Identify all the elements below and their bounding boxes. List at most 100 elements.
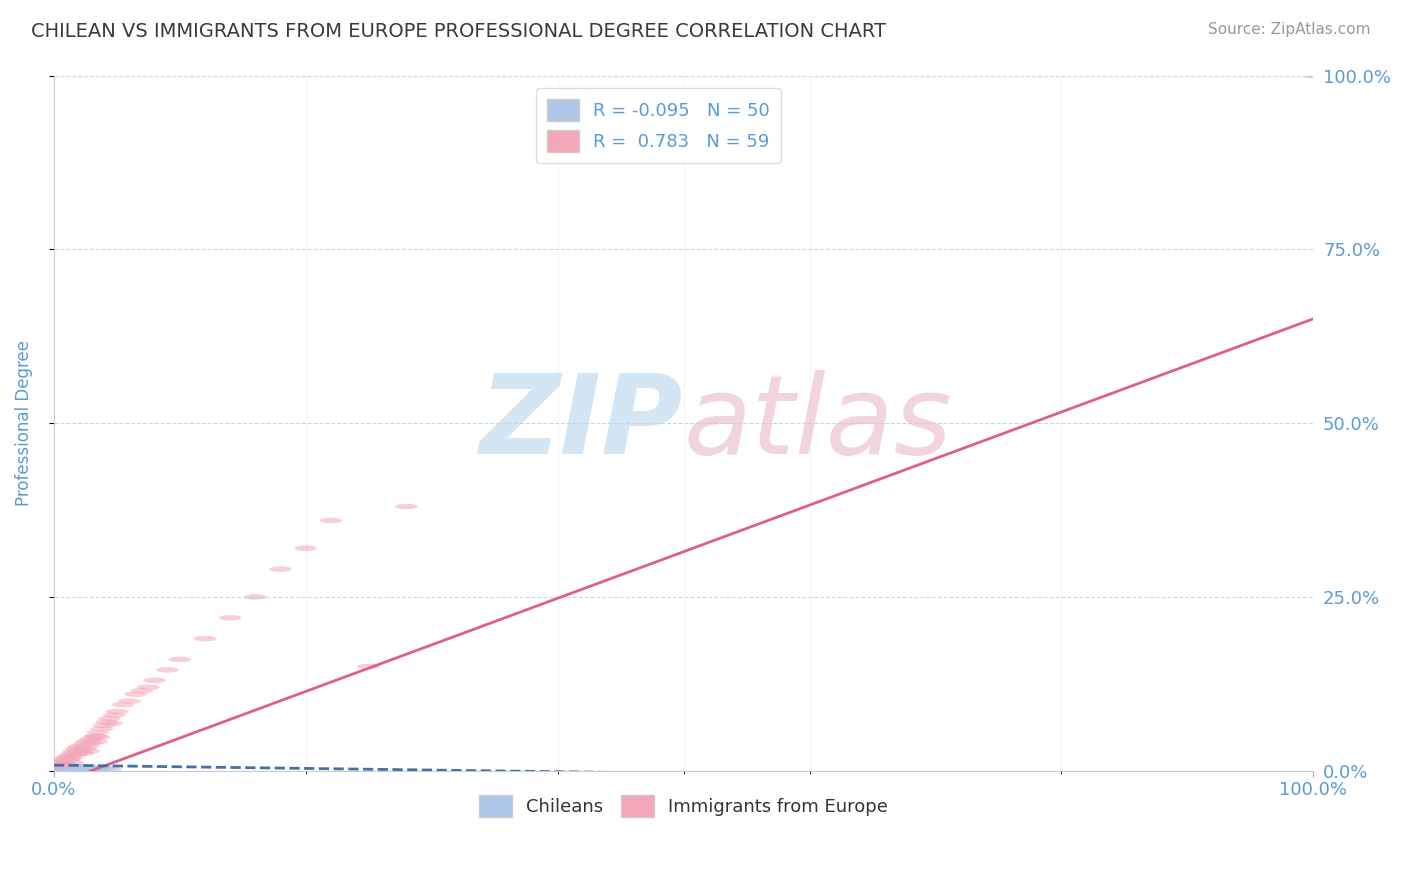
- Ellipse shape: [111, 702, 135, 707]
- Ellipse shape: [143, 678, 166, 683]
- Ellipse shape: [58, 763, 80, 769]
- Ellipse shape: [58, 756, 80, 763]
- Ellipse shape: [67, 764, 90, 769]
- Ellipse shape: [48, 764, 70, 770]
- Ellipse shape: [46, 766, 69, 772]
- Ellipse shape: [49, 760, 72, 765]
- Ellipse shape: [79, 737, 101, 742]
- Ellipse shape: [51, 767, 73, 772]
- Ellipse shape: [103, 713, 125, 718]
- Ellipse shape: [136, 684, 160, 690]
- Ellipse shape: [83, 765, 105, 771]
- Ellipse shape: [90, 726, 112, 731]
- Ellipse shape: [46, 763, 69, 769]
- Ellipse shape: [60, 756, 83, 761]
- Ellipse shape: [86, 739, 108, 744]
- Ellipse shape: [87, 734, 111, 740]
- Ellipse shape: [105, 709, 128, 714]
- Ellipse shape: [70, 765, 93, 771]
- Ellipse shape: [69, 766, 91, 772]
- Ellipse shape: [51, 761, 73, 766]
- Ellipse shape: [53, 756, 76, 761]
- Ellipse shape: [87, 730, 110, 735]
- Legend: Chileans, Immigrants from Europe: Chileans, Immigrants from Europe: [472, 788, 896, 824]
- Text: atlas: atlas: [683, 369, 952, 476]
- Ellipse shape: [48, 767, 70, 772]
- Ellipse shape: [245, 594, 267, 599]
- Ellipse shape: [66, 766, 89, 772]
- Ellipse shape: [45, 764, 67, 769]
- Ellipse shape: [357, 664, 380, 669]
- Ellipse shape: [52, 762, 76, 767]
- Ellipse shape: [63, 763, 86, 769]
- Ellipse shape: [59, 753, 82, 758]
- Ellipse shape: [80, 740, 103, 746]
- Ellipse shape: [65, 764, 87, 770]
- Ellipse shape: [51, 765, 73, 771]
- Ellipse shape: [49, 766, 72, 772]
- Ellipse shape: [169, 657, 191, 662]
- Ellipse shape: [100, 721, 124, 726]
- Ellipse shape: [45, 766, 67, 772]
- Ellipse shape: [73, 766, 96, 772]
- Ellipse shape: [96, 719, 118, 725]
- Ellipse shape: [49, 766, 72, 772]
- Ellipse shape: [1302, 73, 1324, 78]
- Ellipse shape: [62, 764, 84, 769]
- Ellipse shape: [51, 766, 75, 772]
- Ellipse shape: [319, 517, 342, 524]
- Ellipse shape: [156, 667, 179, 673]
- Ellipse shape: [69, 748, 91, 754]
- Ellipse shape: [62, 766, 84, 772]
- Ellipse shape: [60, 764, 83, 770]
- Y-axis label: Professional Degree: Professional Degree: [15, 340, 32, 506]
- Ellipse shape: [93, 723, 115, 728]
- Ellipse shape: [51, 763, 73, 769]
- Ellipse shape: [62, 760, 84, 765]
- Ellipse shape: [90, 766, 112, 772]
- Ellipse shape: [77, 748, 100, 754]
- Ellipse shape: [66, 750, 89, 756]
- Ellipse shape: [55, 758, 77, 764]
- Ellipse shape: [76, 744, 100, 749]
- Ellipse shape: [56, 764, 79, 769]
- Ellipse shape: [58, 765, 80, 771]
- Ellipse shape: [63, 765, 87, 771]
- Ellipse shape: [75, 764, 97, 769]
- Ellipse shape: [63, 748, 86, 754]
- Ellipse shape: [67, 744, 90, 749]
- Ellipse shape: [131, 688, 153, 693]
- Ellipse shape: [51, 757, 75, 763]
- Ellipse shape: [76, 739, 98, 744]
- Ellipse shape: [48, 764, 70, 769]
- Ellipse shape: [87, 766, 110, 772]
- Text: CHILEAN VS IMMIGRANTS FROM EUROPE PROFESSIONAL DEGREE CORRELATION CHART: CHILEAN VS IMMIGRANTS FROM EUROPE PROFES…: [31, 22, 886, 41]
- Ellipse shape: [56, 766, 79, 772]
- Ellipse shape: [124, 691, 148, 697]
- Text: Source: ZipAtlas.com: Source: ZipAtlas.com: [1208, 22, 1371, 37]
- Ellipse shape: [76, 765, 100, 771]
- Ellipse shape: [77, 764, 100, 770]
- Ellipse shape: [49, 764, 72, 769]
- Ellipse shape: [83, 734, 105, 740]
- Ellipse shape: [65, 746, 87, 751]
- Ellipse shape: [56, 754, 79, 760]
- Ellipse shape: [45, 763, 67, 768]
- Ellipse shape: [100, 766, 122, 772]
- Ellipse shape: [55, 766, 77, 772]
- Ellipse shape: [52, 766, 76, 772]
- Ellipse shape: [395, 504, 418, 509]
- Ellipse shape: [55, 764, 77, 770]
- Ellipse shape: [51, 764, 75, 770]
- Ellipse shape: [70, 747, 93, 753]
- Ellipse shape: [52, 764, 76, 769]
- Text: ZIP: ZIP: [479, 369, 683, 476]
- Ellipse shape: [84, 733, 107, 739]
- Ellipse shape: [44, 765, 66, 771]
- Ellipse shape: [75, 746, 97, 751]
- Ellipse shape: [62, 750, 84, 756]
- Ellipse shape: [63, 753, 87, 758]
- Ellipse shape: [53, 765, 76, 771]
- Ellipse shape: [53, 763, 76, 769]
- Ellipse shape: [98, 715, 121, 722]
